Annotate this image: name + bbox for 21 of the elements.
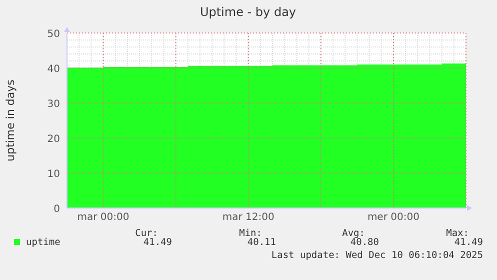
- x-tick-label: mar 12:00: [222, 212, 274, 223]
- y-tick-label: 0: [54, 204, 60, 215]
- text: Min:: [239, 228, 262, 239]
- legend-label: uptime: [26, 237, 61, 248]
- x-tick-label: mer 00:00: [367, 212, 420, 223]
- y-tick-label: 20: [47, 134, 60, 145]
- x-tick-label: mar 00:00: [77, 212, 130, 223]
- y-axis-title: uptime in days: [4, 79, 17, 162]
- text: 40.80: [350, 237, 380, 248]
- text: Last update: Wed Dec 10 06:10:04 2025: [271, 250, 483, 261]
- text: 41.49: [454, 237, 484, 248]
- y-tick-label: 30: [47, 99, 60, 110]
- text: 41.49: [143, 237, 172, 248]
- text: Cur:: [135, 228, 158, 239]
- text: Avg:: [342, 228, 365, 239]
- y-tick-label: 10: [47, 169, 60, 180]
- y-tick-label: 40: [47, 64, 60, 75]
- text: 40.11: [247, 237, 276, 248]
- text: Max:: [446, 228, 469, 239]
- chart-title: Uptime - by day: [200, 5, 296, 19]
- y-tick-label: 50: [47, 29, 60, 40]
